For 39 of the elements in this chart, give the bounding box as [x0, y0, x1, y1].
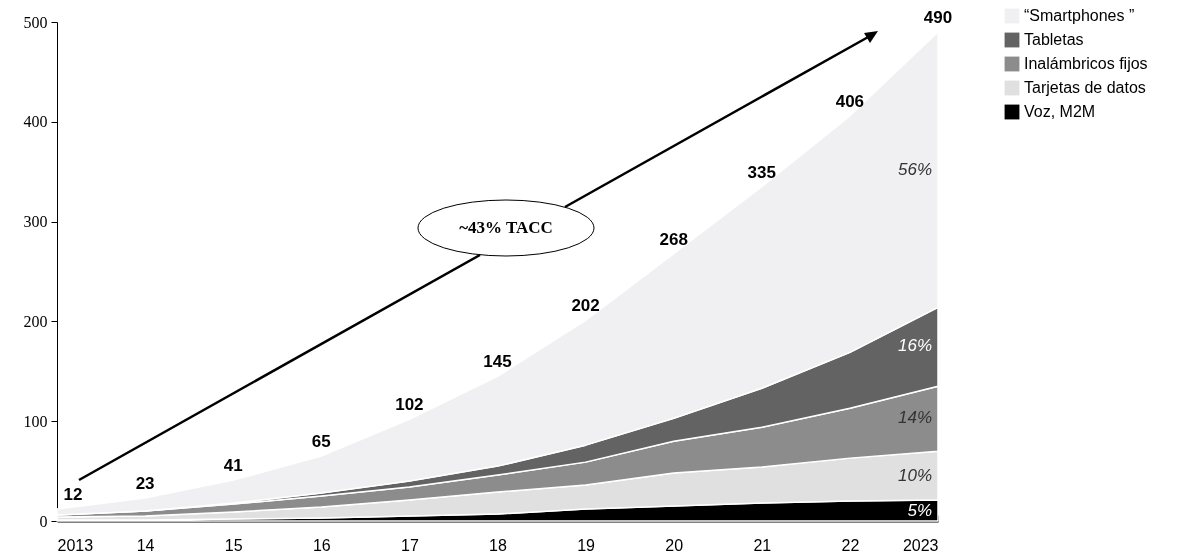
total-label: 102 — [395, 395, 424, 415]
y-tick-label: 300 — [23, 213, 48, 231]
total-label: 65 — [311, 432, 331, 452]
legend-label: Voz, M2M — [1024, 103, 1096, 120]
x-tick-label: 22 — [841, 536, 860, 554]
legend-label: Inalámbricos fijos — [1024, 55, 1148, 72]
total-label: 335 — [747, 162, 776, 182]
total-label: 490 — [923, 7, 953, 27]
y-tick-label: 500 — [23, 13, 48, 31]
x-tick-label: 21 — [753, 536, 772, 554]
legend-label: Tarjetas de datos — [1024, 79, 1146, 96]
y-tick-label: 0 — [39, 512, 48, 530]
annotation: ~43% TACC — [459, 218, 553, 238]
total-label: 268 — [659, 229, 688, 249]
x-tick-label: 15 — [224, 536, 243, 554]
annotation: 10% — [897, 466, 932, 486]
x-tick-label: 16 — [312, 536, 331, 554]
total-label: 23 — [135, 474, 155, 494]
legend-label: “Smartphones ” — [1024, 7, 1135, 24]
x-tick-label: 19 — [577, 536, 596, 554]
total-label: 41 — [223, 456, 243, 476]
legend-label: Tabletas — [1024, 31, 1084, 48]
y-tick-label: 200 — [23, 312, 48, 330]
annotation: 16% — [897, 336, 932, 356]
total-label: 202 — [571, 296, 600, 316]
x-tick-label: 20 — [665, 536, 684, 554]
x-tick-label: 14 — [136, 536, 155, 554]
x-tick-label: 17 — [401, 536, 419, 554]
annotation: 5% — [907, 501, 932, 521]
x-tick-label: 2013 — [57, 536, 94, 554]
annotation: 14% — [897, 408, 932, 428]
y-tick-label: 100 — [23, 412, 48, 430]
annotation: 56% — [897, 159, 932, 179]
x-tick-label: 18 — [489, 536, 507, 554]
y-tick-label: 400 — [23, 113, 48, 131]
total-label: 406 — [835, 91, 865, 111]
total-label: 145 — [483, 352, 512, 372]
x-tick-label: 2023 — [902, 536, 939, 554]
total-label: 12 — [63, 485, 83, 505]
